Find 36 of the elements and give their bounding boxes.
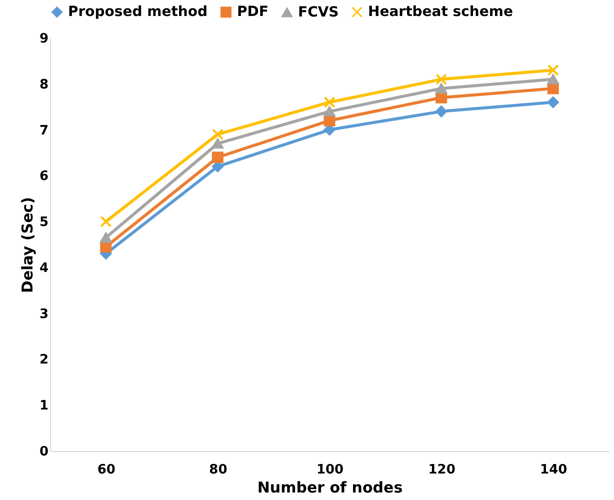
point	[436, 92, 448, 104]
x-tick-label: 80	[209, 462, 228, 478]
y-tick-label: 3	[39, 306, 48, 322]
legend-label: Heartbeat scheme	[368, 4, 513, 20]
point	[436, 74, 448, 86]
x-axis-title: Number of nodes	[257, 478, 403, 496]
x-tick-label: 140	[540, 462, 568, 478]
y-tick-label: 2	[39, 352, 48, 368]
legend-label: Proposed method	[68, 4, 208, 20]
y-tick-label: 4	[39, 260, 48, 276]
point	[547, 64, 559, 76]
point	[212, 138, 224, 149]
point	[547, 74, 559, 84]
point	[100, 241, 112, 253]
x-tick-label: 60	[97, 462, 116, 478]
y-tick-label: 0	[39, 444, 48, 460]
y-tick-label: 1	[39, 398, 48, 414]
point	[100, 216, 112, 228]
y-tick-label: 9	[39, 32, 48, 46]
y-tick-label: 8	[39, 77, 48, 92]
point	[324, 106, 336, 117]
legend-label: PDF	[237, 4, 268, 20]
legend-label: FCVS	[298, 4, 339, 20]
y-tick-label: 5	[39, 215, 48, 230]
point	[324, 96, 336, 108]
point	[547, 96, 559, 108]
point	[212, 152, 224, 164]
point	[212, 128, 224, 140]
point	[436, 83, 448, 94]
point	[100, 232, 112, 243]
x-tick-label: 120	[428, 462, 456, 478]
point	[436, 106, 448, 118]
x-tick-label: 100	[316, 462, 344, 478]
y-axis-title: Delay (Sec)	[18, 196, 36, 294]
y-tick-label: 7	[39, 123, 48, 138]
y-tick-label: 6	[39, 169, 48, 184]
